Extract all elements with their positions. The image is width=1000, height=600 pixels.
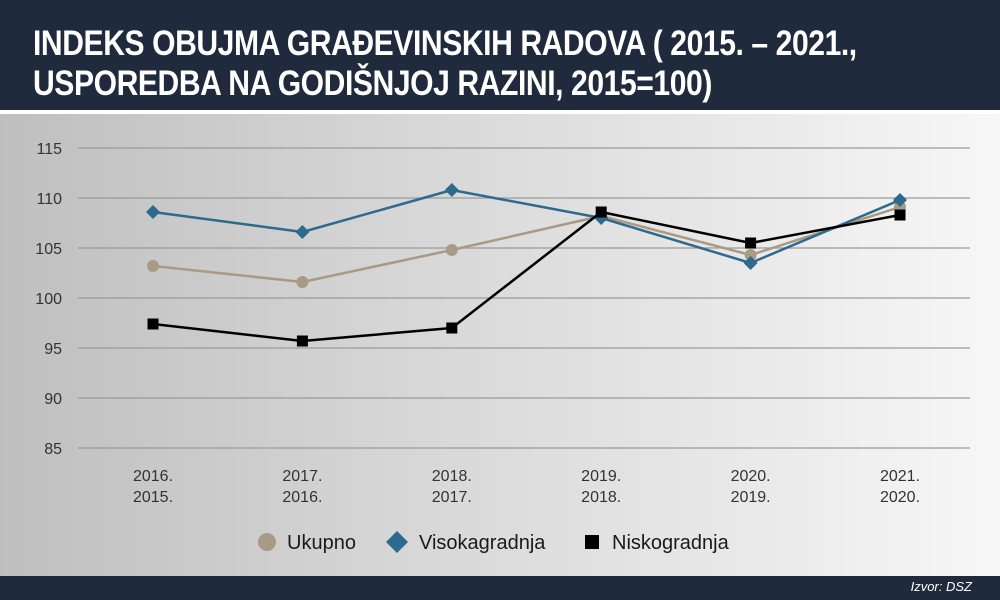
source-note: Izvor: DSZ: [910, 579, 972, 594]
x-tick-label-line: 2021.: [880, 468, 920, 485]
x-tick-label-line: 2017.: [432, 489, 472, 506]
x-tick-label-line: 2015.: [133, 489, 173, 506]
legend-marker-visokagradnja: [386, 531, 408, 553]
data-point-ukupno: [147, 260, 159, 272]
data-point-ukupno: [445, 244, 458, 256]
y-tick-label: 105: [35, 241, 62, 258]
x-tick-label-line: 2018.: [432, 468, 472, 485]
x-tick-label: 2016. 2015.: [133, 468, 173, 506]
chart-title-line-1: INDEKS OBUJMA GRAĐEVINSKIH RADOVA ( 2015…: [33, 24, 857, 63]
x-tick-label-line: 2016.: [282, 489, 322, 506]
y-tick-label: 95: [44, 341, 62, 358]
chart-panel: [0, 110, 1000, 576]
y-axis-ticks: 85 90 95 100 105 110 115: [35, 141, 62, 458]
y-tick-label: 100: [35, 291, 62, 308]
data-point-visokagradnja: [146, 205, 160, 219]
gridlines: [78, 147, 970, 449]
data-point-niskogradnja: [745, 237, 757, 249]
data-point-visokagradnja: [743, 256, 758, 270]
series-line-visokagradnja: [152, 188, 901, 265]
x-tick-label-line: 2018.: [581, 489, 621, 506]
y-tick-label: 90: [44, 391, 62, 408]
x-tick-label-line: 2020.: [880, 489, 920, 506]
data-point-ukupno: [296, 276, 309, 288]
x-tick-label-line: 2019.: [731, 489, 771, 506]
x-tick-label-line: 2020.: [731, 468, 771, 485]
y-tick-label: 115: [36, 141, 62, 158]
data-point-ukupno: [744, 249, 757, 261]
x-axis-ticks: 2016. 2015. 2017. 2016. 2018. 2017. 2019. 2018.…: [133, 468, 920, 506]
x-tick-label: 2019. 2018.: [581, 468, 621, 506]
data-point-niskogradnja: [147, 318, 159, 330]
legend-label-ukupno: Ukupno: [287, 532, 356, 554]
series-niskogradnja: [147, 206, 906, 347]
legend-marker-ukupno: [258, 533, 276, 551]
chart-title-line-2: USPOREDBA NA GODIŠNJOJ RAZINI, 2015=100): [33, 64, 712, 103]
x-tick-label-line: 2016.: [133, 468, 173, 485]
series-visokagradnja: [146, 183, 907, 270]
x-tick-label: 2017. 2016.: [282, 468, 322, 506]
data-point-visokagradnja: [295, 225, 310, 239]
legend-label-visokagradnja: Visokagradnja: [419, 532, 546, 554]
legend-marker-niskogradnja: [585, 535, 599, 549]
legend-label-niskogradnja: Niskogradnja: [612, 532, 730, 554]
x-tick-label: 2021. 2020.: [880, 468, 920, 506]
y-tick-label: 110: [36, 191, 62, 208]
data-point-niskogradnja: [595, 206, 607, 218]
data-point-visokagradnja: [893, 193, 907, 207]
data-point-niskogradnja: [894, 209, 906, 221]
data-point-visokagradnja: [444, 183, 459, 197]
chart-footer: Izvor: DSZ: [0, 576, 1000, 600]
series-line-ukupno: [152, 205, 901, 284]
chart-title: INDEKS OBUJMA GRAĐEVINSKIH RADOVA ( 2015…: [33, 24, 857, 104]
data-point-niskogradnja: [296, 335, 308, 347]
y-tick-label: 85: [44, 441, 62, 458]
x-tick-label: 2020. 2019.: [731, 468, 771, 506]
x-tick-label-line: 2019.: [581, 468, 621, 485]
x-tick-label-line: 2017.: [282, 468, 322, 485]
series-line-niskogradnja: [152, 210, 901, 343]
x-tick-label: 2018. 2017.: [432, 468, 472, 506]
legend: Ukupno Visokagradnja Niskogradnja: [258, 531, 730, 554]
data-point-niskogradnja: [446, 322, 458, 334]
chart-header: INDEKS OBUJMA GRAĐEVINSKIH RADOVA ( 2015…: [0, 0, 1000, 110]
